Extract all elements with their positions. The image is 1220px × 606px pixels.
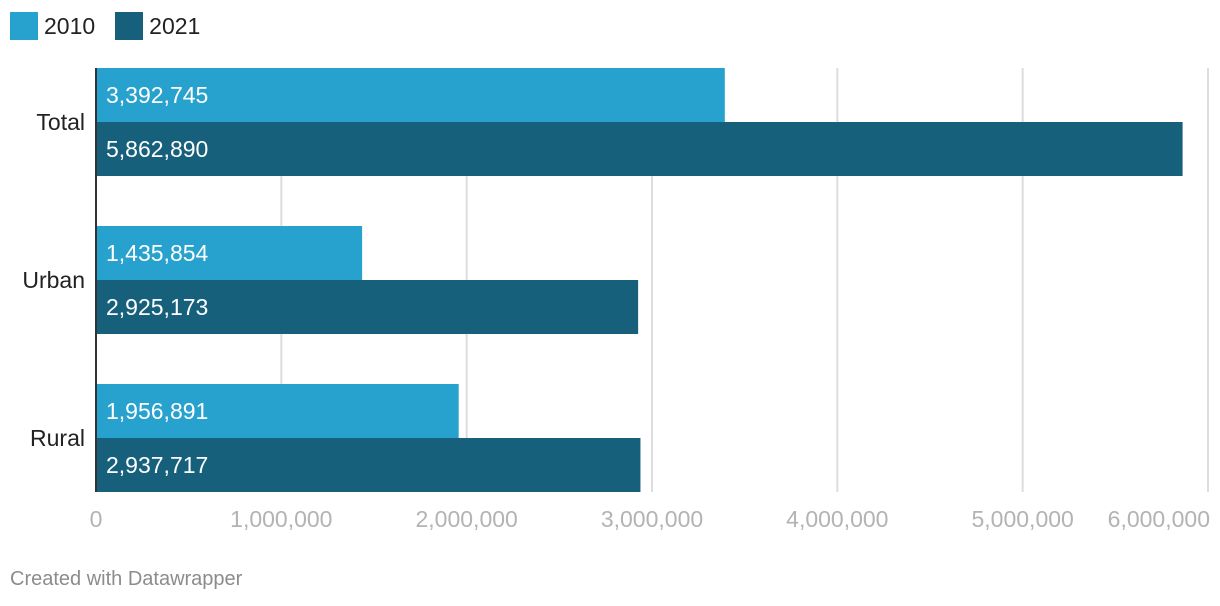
bar-2010-total — [96, 68, 725, 122]
bar-value-label: 2,937,717 — [106, 452, 208, 478]
bar-value-label: 3,392,745 — [106, 82, 208, 108]
bar-value-label: 5,862,890 — [106, 136, 208, 162]
bar-value-label: 2,925,173 — [106, 294, 208, 320]
legend-item-2021: 2021 — [115, 12, 200, 40]
x-tick-label: 5,000,000 — [972, 506, 1074, 532]
x-tick-label: 1,000,000 — [230, 506, 332, 532]
attribution-footer: Created with Datawrapper — [10, 568, 243, 590]
bar-2010-urban — [96, 226, 363, 280]
bar-2021-rural — [96, 438, 641, 492]
category-label: Rural — [30, 425, 85, 451]
bar-value-label: 1,435,854 — [106, 240, 209, 266]
x-tick-label: 3,000,000 — [601, 506, 703, 532]
legend-label-2021: 2021 — [149, 12, 201, 39]
category-label: Urban — [22, 267, 85, 293]
bar-value-label: 1,956,891 — [106, 398, 208, 424]
legend-label-2010: 2010 — [44, 12, 96, 39]
bar-2021-urban — [96, 280, 639, 334]
category-label: Total — [36, 109, 85, 135]
legend-swatch-2010 — [10, 12, 38, 40]
legend-item-2010: 2010 — [10, 12, 95, 40]
legend: 2010 2021 — [10, 12, 220, 40]
x-tick-label: 0 — [90, 506, 103, 532]
bar-2010-rural — [96, 384, 459, 438]
x-tick-label: 2,000,000 — [416, 506, 518, 532]
x-tick-label: 6,000,000 — [1108, 506, 1210, 532]
x-tick-label: 4,000,000 — [786, 506, 888, 532]
legend-swatch-2021 — [115, 12, 144, 40]
bar-2021-total — [96, 122, 1183, 176]
